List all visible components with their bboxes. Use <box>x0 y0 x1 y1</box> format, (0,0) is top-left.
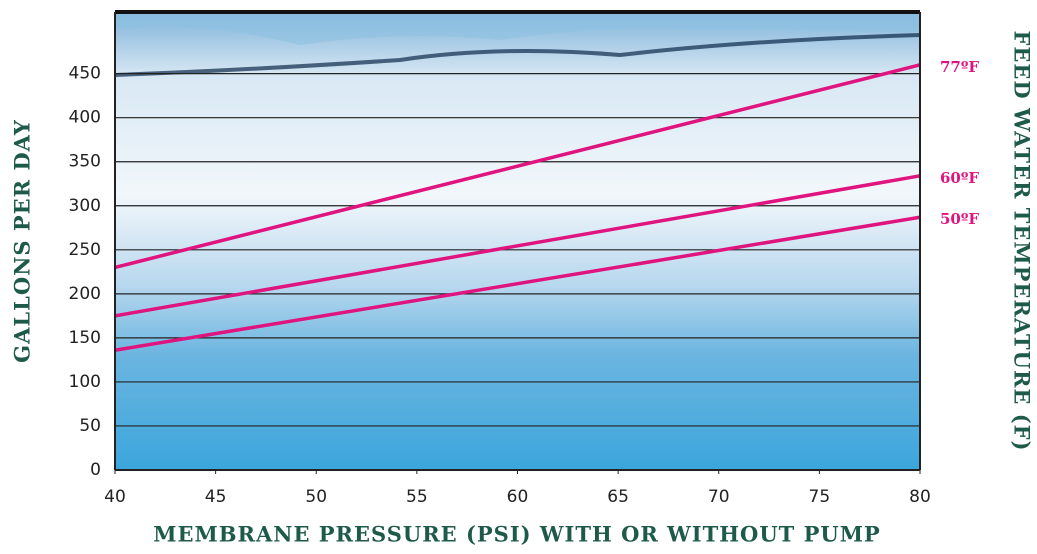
y2-axis-title: FEED WATER TEMPERATURE (F) <box>1010 31 1035 452</box>
water-surface <box>115 12 920 45</box>
y-tick-label: 300 <box>69 196 101 216</box>
x-tick-label: 70 <box>708 487 730 507</box>
series-line <box>114 215 921 352</box>
x-tick-label: 45 <box>205 487 227 507</box>
y-axis-title: GALLONS PER DAY <box>10 119 35 363</box>
x-tick-label: 65 <box>607 487 629 507</box>
x-tick-label: 55 <box>406 487 428 507</box>
y-tick-label: 0 <box>90 460 101 480</box>
series-line <box>114 63 921 270</box>
x-tick-label: 60 <box>507 487 529 507</box>
y-tick-label: 450 <box>69 64 101 84</box>
y-tick-label: 50 <box>79 416 101 436</box>
x-tick-label: 40 <box>104 487 126 507</box>
lines <box>114 63 921 352</box>
y-tick-label: 100 <box>69 372 101 392</box>
y-tick-label: 250 <box>69 240 101 260</box>
wave <box>114 33 921 77</box>
plot-background <box>115 12 920 470</box>
y-tick-label: 350 <box>69 152 101 172</box>
series-label: 60ºF <box>940 169 979 187</box>
x-axis-title: MEMBRANE PRESSURE (PSI) WITH OR WITHOUT … <box>153 522 880 547</box>
x-tick-label: 80 <box>909 487 931 507</box>
series-label: 77ºF <box>940 58 979 76</box>
series-label: 50ºF <box>940 210 979 228</box>
y-tick-label: 150 <box>69 328 101 348</box>
y-tick-label: 400 <box>69 108 101 128</box>
x-tick-label: 75 <box>809 487 831 507</box>
y-tick-label: 200 <box>69 284 101 304</box>
x-tick-label: 50 <box>305 487 327 507</box>
series-line <box>114 174 921 318</box>
